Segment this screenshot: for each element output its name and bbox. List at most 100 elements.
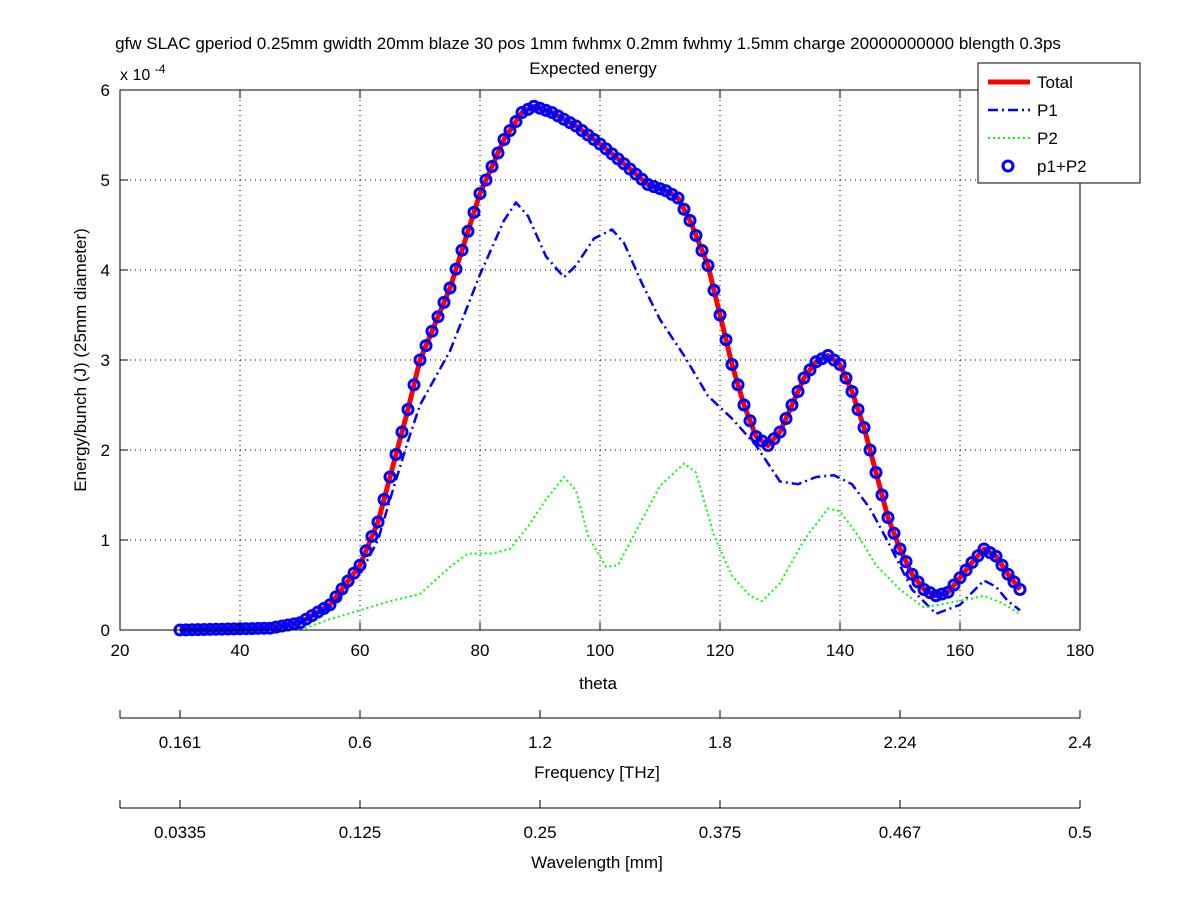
data-point-marker <box>653 182 667 196</box>
y-tick-label: 6 <box>101 81 110 100</box>
data-point-marker <box>881 511 895 524</box>
data-point-marker <box>509 115 523 128</box>
data-point-marker <box>803 363 817 377</box>
data-point-marker <box>857 421 871 434</box>
data-point-marker <box>905 567 919 581</box>
data-point-marker <box>257 621 271 635</box>
data-point-marker <box>473 187 487 200</box>
data-point-marker <box>833 358 847 371</box>
data-point-marker <box>791 385 805 398</box>
data-point-marker <box>707 283 721 297</box>
data-point-marker <box>359 544 373 558</box>
y-multiplier-label: x 10 -4 <box>120 62 166 84</box>
legend-entry-label: P2 <box>1037 129 1058 148</box>
data-point-marker <box>239 622 253 636</box>
data-point-marker <box>263 621 277 635</box>
y-multiplier-base: x 10 <box>120 67 150 84</box>
data-point-marker <box>989 549 1003 563</box>
data-point-marker <box>497 133 511 146</box>
data-point-marker <box>719 333 733 347</box>
data-point-marker <box>455 243 469 257</box>
series-line-p1 <box>179 201 1021 632</box>
data-point-marker <box>1001 567 1015 581</box>
data-point-marker <box>1007 575 1021 589</box>
series-line-total <box>179 103 1022 633</box>
data-point-marker <box>647 180 661 194</box>
x-tick-label: 140 <box>826 641 854 660</box>
data-point-marker <box>959 563 973 577</box>
legend-entry-label: P1 <box>1037 101 1058 120</box>
data-point-marker <box>953 571 967 585</box>
data-point-marker <box>779 412 793 425</box>
secondary-tick-label: 2.24 <box>883 733 916 752</box>
data-point-marker <box>785 398 799 412</box>
data-point-marker <box>887 526 901 540</box>
data-point-marker <box>383 470 397 484</box>
data-point-marker <box>227 622 241 636</box>
data-point-marker <box>275 619 289 633</box>
secondary-tick-label: 0.125 <box>339 823 382 842</box>
data-point-marker <box>935 587 949 601</box>
data-point-marker <box>773 425 787 439</box>
secondary-tick-label: 1.2 <box>528 733 552 752</box>
data-point-marker <box>395 425 409 439</box>
data-point-marker <box>485 160 499 173</box>
y-multiplier-exponent: -4 <box>155 62 166 76</box>
chart-title: gfw SLAC gperiod 0.25mm gwidth 20mm blaz… <box>115 34 1061 53</box>
data-point-marker <box>443 281 457 295</box>
x-tick-label: 20 <box>111 641 130 660</box>
data-point-marker <box>875 488 889 502</box>
secondary-tick-label: 0.375 <box>699 823 742 842</box>
secondary-axes: 0.161 0.6 1.2 1.8 2.24 2.4 Frequency [THz] 0.03… <box>119 710 1092 872</box>
y-tick-label: 3 <box>101 351 110 370</box>
data-point-marker <box>743 414 757 428</box>
secondary-tick-label: 0.161 <box>159 733 202 752</box>
x-tick-label: 100 <box>586 641 614 660</box>
data-point-marker <box>413 353 427 367</box>
data-point-marker <box>347 566 361 580</box>
data-point-marker <box>341 574 355 588</box>
data-point-marker <box>221 622 235 636</box>
data-point-marker <box>329 590 343 604</box>
data-point-marker <box>893 542 907 556</box>
data-point-marker <box>449 262 463 276</box>
y-axis-label: Energy/bunch (J) (25mm diameter) <box>71 228 90 492</box>
legend-entry-label: Total <box>1037 73 1073 92</box>
data-point-marker <box>899 555 913 569</box>
series-line-p2 <box>299 462 1021 631</box>
data-point-marker <box>491 146 505 160</box>
data-point-marker <box>731 378 745 392</box>
data-point-marker <box>839 371 853 385</box>
data-point-marker <box>431 310 445 324</box>
data-point-marker <box>407 378 421 392</box>
x-axis-label: theta <box>579 674 617 693</box>
data-point-marker <box>419 339 433 353</box>
data-point-marker <box>377 493 391 506</box>
data-point-marker <box>713 308 727 322</box>
data-point-marker <box>725 358 739 371</box>
y-tick-label: 1 <box>101 531 110 550</box>
secondary-tick-label: 0.5 <box>1068 823 1092 842</box>
legend: Total P1 P2 p1+P2 <box>977 62 1141 184</box>
secondary-tick-label: 0.25 <box>523 823 556 842</box>
x-tick-label: 160 <box>946 641 974 660</box>
data-point-marker <box>245 622 259 636</box>
data-point-marker <box>323 598 337 612</box>
data-point-marker <box>251 621 265 635</box>
data-point-marker <box>1013 583 1027 596</box>
chart-subtitle: Expected energy <box>529 59 657 78</box>
data-point-marker <box>533 101 547 115</box>
data-point-marker <box>461 224 475 238</box>
data-point-marker <box>695 244 709 257</box>
secondary-tick-label: 0.6 <box>348 733 372 752</box>
secondary-tick-label: 0.0335 <box>154 823 206 842</box>
data-point-marker <box>527 99 541 113</box>
plot-area: 20 40 60 80 100 120 140 160 180 0 1 2 3 4 5 6 <box>101 81 1095 660</box>
data-point-marker <box>215 622 229 636</box>
data-point-marker <box>863 443 877 457</box>
x-tick-label: 180 <box>1066 641 1094 660</box>
x-tick-label: 60 <box>351 641 370 660</box>
data-point-marker <box>503 124 517 137</box>
data-point-marker <box>995 558 1009 572</box>
